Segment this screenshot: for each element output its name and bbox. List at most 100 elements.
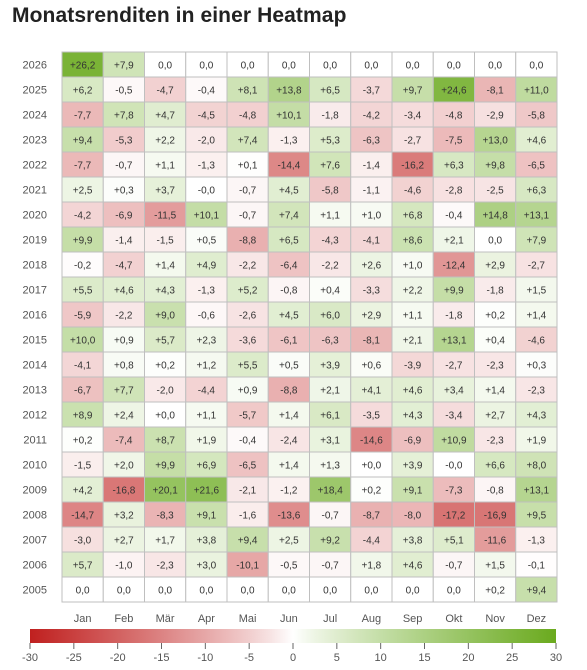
heatmap-cell <box>432 351 475 378</box>
cell-value: 0,0 <box>158 61 172 72</box>
cell-value: -0,4 <box>445 211 463 222</box>
cell-value: -6,9 <box>115 211 133 222</box>
cell-value: +0,2 <box>362 486 382 497</box>
heatmap-cell <box>226 126 269 153</box>
cell-value: +0,3 <box>114 186 134 197</box>
cell-value: -6,4 <box>280 261 298 272</box>
heatmap-cell <box>102 326 145 353</box>
cell-value: +7,4 <box>279 211 299 222</box>
heatmap-cell <box>144 551 187 578</box>
cell-value: -1,5 <box>157 236 175 247</box>
cell-value: +6,3 <box>527 186 547 197</box>
heatmap-cell <box>102 401 145 428</box>
cell-value: +3,9 <box>320 361 340 372</box>
cell-value: -0,4 <box>198 86 216 97</box>
year-label: 2009 <box>23 485 47 497</box>
heatmap-cell <box>144 176 187 203</box>
cell-value: +1,1 <box>197 411 217 422</box>
cell-value: +8,1 <box>238 86 258 97</box>
cell-value: 0,0 <box>488 61 502 72</box>
cell-value: -1,1 <box>363 186 381 197</box>
cell-value: +0,5 <box>197 236 217 247</box>
heatmap-cell <box>267 451 310 478</box>
heatmap-cell <box>515 451 558 478</box>
cell-value: +4,3 <box>403 411 423 422</box>
year-label: 2026 <box>23 60 47 72</box>
heatmap-cell <box>267 51 310 78</box>
heatmap-cell <box>226 351 269 378</box>
heatmap-cell <box>102 426 145 453</box>
cell-value: +8,0 <box>527 461 547 472</box>
cell-value: -1,8 <box>487 286 505 297</box>
cell-value: -5,3 <box>115 136 133 147</box>
cell-value: -0,7 <box>115 161 133 172</box>
heatmap-cell <box>61 376 104 403</box>
heatmap-cell <box>61 426 104 453</box>
heatmap-cell <box>474 476 517 503</box>
cell-value: 0,0 <box>488 236 502 247</box>
heatmap-cell <box>515 401 558 428</box>
heatmap-cell <box>515 476 558 503</box>
cell-value: -4,8 <box>239 111 257 122</box>
heatmap-cell <box>515 76 558 103</box>
heatmap-cell <box>350 476 393 503</box>
heatmap-cell <box>102 451 145 478</box>
heatmap-cell <box>61 126 104 153</box>
heatmap-cell <box>432 376 475 403</box>
page-title: Monatsrenditen in einer Heatmap <box>12 4 347 27</box>
year-label: 2020 <box>23 210 47 222</box>
cell-value: +7,8 <box>114 111 134 122</box>
cell-value: -3,6 <box>239 336 257 347</box>
cell-value: +2,9 <box>362 311 382 322</box>
cell-value: +2,4 <box>114 411 134 422</box>
heatmap-cell <box>350 101 393 128</box>
cell-value: +10,1 <box>276 111 302 122</box>
heatmap-cell <box>185 351 228 378</box>
heatmap-cell <box>350 501 393 528</box>
heatmap-cell <box>515 301 558 328</box>
cell-value: -4,6 <box>528 336 546 347</box>
heatmap-cell <box>391 576 434 603</box>
heatmap-cell <box>185 426 228 453</box>
heatmap-cell <box>309 576 352 603</box>
cell-value: +1,1 <box>320 211 340 222</box>
month-label: Feb <box>114 613 133 625</box>
cell-value: -0,4 <box>239 436 257 447</box>
heatmap-cell <box>391 551 434 578</box>
heatmap-cell <box>474 301 517 328</box>
heatmap-cell <box>432 401 475 428</box>
cell-value: +0,0 <box>155 411 175 422</box>
cell-value: -0,7 <box>239 211 257 222</box>
month-label: Jan <box>74 613 92 625</box>
cell-value: 0,0 <box>282 61 296 72</box>
cell-value: -8,3 <box>157 511 175 522</box>
heatmap-cell <box>61 451 104 478</box>
month-label: Mär <box>156 613 175 625</box>
cell-value: +9,1 <box>197 511 217 522</box>
cell-value: +6,2 <box>73 86 93 97</box>
cell-value: +9,9 <box>73 236 93 247</box>
cell-value: +9,1 <box>403 486 423 497</box>
cell-value: -13,6 <box>277 511 300 522</box>
cell-value: +8,6 <box>403 236 423 247</box>
year-label: 2005 <box>23 585 47 597</box>
cell-value: -4,2 <box>74 211 92 222</box>
heatmap-cell <box>350 326 393 353</box>
cell-value: -2,7 <box>528 261 546 272</box>
cell-value: -7,7 <box>74 111 92 122</box>
cell-value: -6,5 <box>239 461 257 472</box>
heatmap-cell <box>350 551 393 578</box>
heatmap-cell <box>474 226 517 253</box>
heatmap-cell <box>432 126 475 153</box>
cell-value: -16,2 <box>401 161 424 172</box>
cell-value: +6,5 <box>320 86 340 97</box>
heatmap-cell <box>61 551 104 578</box>
heatmap-cell <box>391 451 434 478</box>
year-label: 2008 <box>23 510 47 522</box>
cell-value: +10,1 <box>194 211 220 222</box>
heatmap-cell <box>102 126 145 153</box>
cell-value: -1,6 <box>239 511 257 522</box>
cell-value: 0,0 <box>158 586 172 597</box>
month-label: Apr <box>198 613 215 625</box>
cell-value: -8,8 <box>239 236 257 247</box>
